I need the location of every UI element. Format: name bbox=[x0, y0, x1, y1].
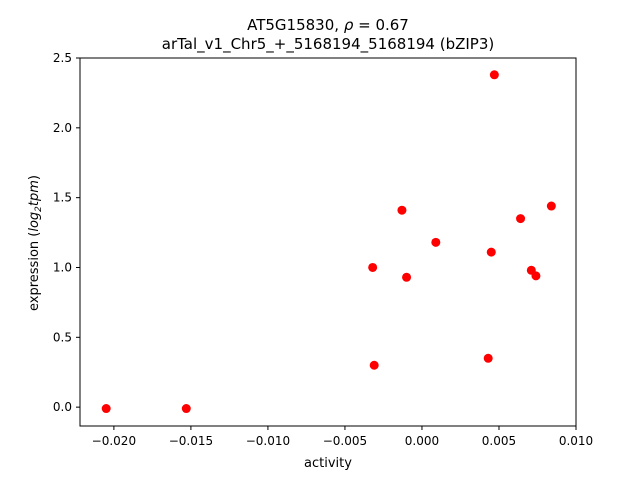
data-points bbox=[101, 70, 556, 414]
y-axis-label: expression (log2tpm) bbox=[27, 175, 44, 311]
y-tick-label: 2.5 bbox=[53, 51, 72, 65]
x-tick-label: −0.005 bbox=[323, 434, 367, 448]
axes-frame bbox=[79, 57, 577, 427]
y-tick-label: 1.0 bbox=[53, 260, 72, 274]
y-label-tpm: tpm bbox=[27, 180, 42, 206]
x-axis-ticks: −0.020 −0.015 −0.010 −0.005 0.000 0.005 0.010 bbox=[92, 426, 593, 448]
y-tick-label: 1.5 bbox=[53, 191, 72, 205]
x-tick-label: −0.010 bbox=[246, 434, 290, 448]
y-tick-label: 0.0 bbox=[53, 400, 72, 414]
y-tick-label: 0.5 bbox=[53, 330, 72, 344]
data-point bbox=[483, 353, 493, 363]
data-point bbox=[489, 70, 499, 80]
data-point bbox=[546, 201, 556, 211]
y-label-subscript: 2 bbox=[34, 206, 44, 212]
chart-title-line2: arTal_v1_Chr5_+_5168194_5168194 (bZIP3) bbox=[162, 35, 494, 54]
x-tick-label: −0.015 bbox=[169, 434, 213, 448]
title-rho-symbol: ρ bbox=[344, 16, 354, 34]
data-point bbox=[516, 214, 526, 224]
data-point bbox=[101, 404, 111, 414]
data-point bbox=[369, 360, 379, 370]
data-point bbox=[368, 262, 378, 272]
y-axis-ticks: 0.0 0.5 1.0 1.5 2.0 2.5 bbox=[53, 51, 80, 414]
y-label-log: log bbox=[27, 212, 42, 232]
data-point bbox=[531, 271, 541, 281]
chart-title-line1: AT5G15830, ρ = 0.67 bbox=[247, 16, 409, 34]
y-tick-label: 2.0 bbox=[53, 121, 72, 135]
y-label-prefix: expression ( bbox=[27, 232, 42, 311]
x-tick-label: 0.005 bbox=[482, 434, 516, 448]
x-tick-label: 0.000 bbox=[405, 434, 439, 448]
data-point bbox=[402, 272, 412, 282]
data-point bbox=[181, 404, 191, 414]
data-point bbox=[486, 247, 496, 257]
x-tick-label: 0.010 bbox=[559, 434, 593, 448]
x-axis-label: activity bbox=[304, 456, 352, 471]
y-label-suffix: ) bbox=[27, 175, 42, 180]
data-point bbox=[397, 205, 407, 215]
title-rho-value: = 0.67 bbox=[353, 16, 409, 34]
title-gene: AT5G15830, bbox=[247, 16, 344, 34]
x-tick-label: −0.020 bbox=[92, 434, 136, 448]
data-point bbox=[431, 237, 441, 247]
